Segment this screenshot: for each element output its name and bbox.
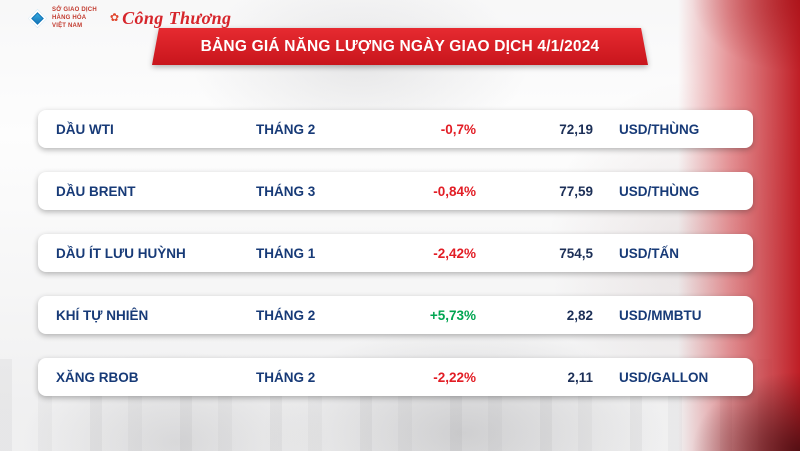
contract-month: THÁNG 1 [256,245,316,261]
price-value: 2,11 [567,369,593,385]
brand-area: SỞ GIAO DỊCH HÀNG HÓA VIỆT NAM ✿ Công Th… [26,7,231,30]
commodity-name: KHÍ TỰ NHIÊN [56,307,149,323]
table-row: DẦU BRENT THÁNG 3 -0,84% 77,59 USD/THÙNG [38,172,753,210]
page-title: BẢNG GIÁ NĂNG LƯỢNG NGÀY GIAO DỊCH 4/1/2… [200,37,600,55]
percent-change: +5,73% [429,307,476,323]
table-row: KHÍ TỰ NHIÊN THÁNG 2 +5,73% 2,82 USD/MMB… [38,296,753,334]
percent-change: -2,22% [433,369,476,385]
table-row: XĂNG RBOB THÁNG 2 -2,22% 2,11 USD/GALLON [38,358,753,396]
cong-thuong-logo: ✿ Công Thương [110,8,232,29]
price-value: 72,19 [559,121,593,137]
mxv-logo: SỞ GIAO DỊCH HÀNG HÓA VIỆT NAM [26,7,97,30]
commodity-name: DẦU BRENT [56,183,136,199]
price-value: 2,82 [566,307,593,323]
price-unit: USD/THÙNG [619,121,700,137]
commodity-name: DẦU ÍT LƯU HUỲNH [56,245,186,261]
price-value: 754,5 [559,245,593,261]
price-unit: USD/TẤN [619,245,679,261]
table-row: DẦU ÍT LƯU HUỲNH THÁNG 1 -2,42% 754,5 US… [38,234,753,272]
percent-change: -2,42% [433,245,476,261]
commodity-name: XĂNG RBOB [56,369,139,385]
contract-month: THÁNG 2 [256,369,316,385]
price-unit: USD/THÙNG [619,183,700,199]
mxv-line-2: HÀNG HÓA [52,14,87,21]
flower-icon: ✿ [109,12,120,25]
contract-month: THÁNG 2 [256,121,316,137]
percent-change: -0,7% [440,121,476,137]
red-corner-top [630,0,800,120]
mxv-diamond-icon [26,8,48,30]
price-unit: USD/GALLON [619,369,709,385]
mxv-logo-text: SỞ GIAO DỊCH HÀNG HÓA VIỆT NAM [52,7,97,30]
contract-month: THÁNG 2 [256,307,316,323]
percent-change: -0,84% [433,183,476,199]
price-table: DẦU WTI THÁNG 2 -0,7% 72,19 USD/THÙNG DẦ… [38,110,753,396]
commodity-name: DẦU WTI [56,121,114,137]
price-unit: USD/MMBTU [619,307,702,323]
contract-month: THÁNG 3 [256,183,316,199]
cong-thuong-wordmark: Công Thương [122,8,232,29]
mxv-line-3: VIỆT NAM [52,22,83,29]
price-value: 77,59 [559,183,593,199]
table-row: DẦU WTI THÁNG 2 -0,7% 72,19 USD/THÙNG [38,110,753,148]
mxv-line-1: SỞ GIAO DỊCH [52,7,97,13]
title-banner: BẢNG GIÁ NĂNG LƯỢNG NGÀY GIAO DỊCH 4/1/2… [152,28,648,65]
